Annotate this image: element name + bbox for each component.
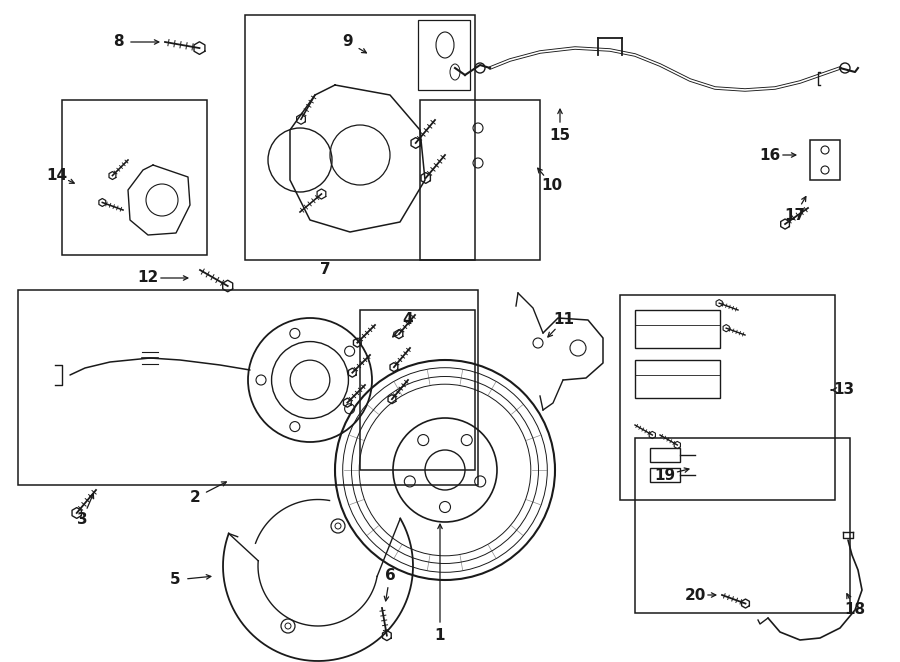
Text: 4: 4 bbox=[402, 312, 413, 328]
Bar bbox=[810, 140, 840, 180]
Text: 15: 15 bbox=[549, 128, 571, 142]
Text: 8: 8 bbox=[112, 34, 123, 50]
Text: 16: 16 bbox=[760, 148, 780, 162]
Bar bbox=[418, 20, 470, 90]
Text: 12: 12 bbox=[138, 271, 158, 285]
Text: 20: 20 bbox=[684, 587, 706, 602]
Bar bbox=[635, 438, 850, 613]
Bar bbox=[245, 15, 475, 260]
Bar bbox=[62, 100, 207, 255]
Bar bbox=[420, 100, 540, 260]
Bar bbox=[635, 310, 720, 348]
Text: 9: 9 bbox=[343, 34, 354, 50]
Text: 19: 19 bbox=[654, 467, 676, 483]
Text: 2: 2 bbox=[190, 491, 201, 506]
Bar bbox=[650, 468, 680, 482]
Bar bbox=[360, 310, 475, 470]
Text: 5: 5 bbox=[170, 573, 180, 587]
Text: 10: 10 bbox=[542, 177, 562, 193]
Bar bbox=[620, 295, 835, 500]
Text: 3: 3 bbox=[76, 512, 87, 528]
Bar bbox=[18, 290, 478, 485]
Text: 11: 11 bbox=[554, 312, 574, 328]
Text: 13: 13 bbox=[833, 383, 855, 397]
Bar bbox=[650, 448, 680, 462]
Bar bbox=[635, 360, 720, 398]
Text: 18: 18 bbox=[844, 602, 866, 618]
Text: 6: 6 bbox=[384, 567, 395, 583]
Text: 1: 1 bbox=[435, 628, 446, 643]
Text: 14: 14 bbox=[47, 167, 68, 183]
Text: 7: 7 bbox=[320, 263, 330, 277]
Text: 17: 17 bbox=[785, 207, 806, 222]
